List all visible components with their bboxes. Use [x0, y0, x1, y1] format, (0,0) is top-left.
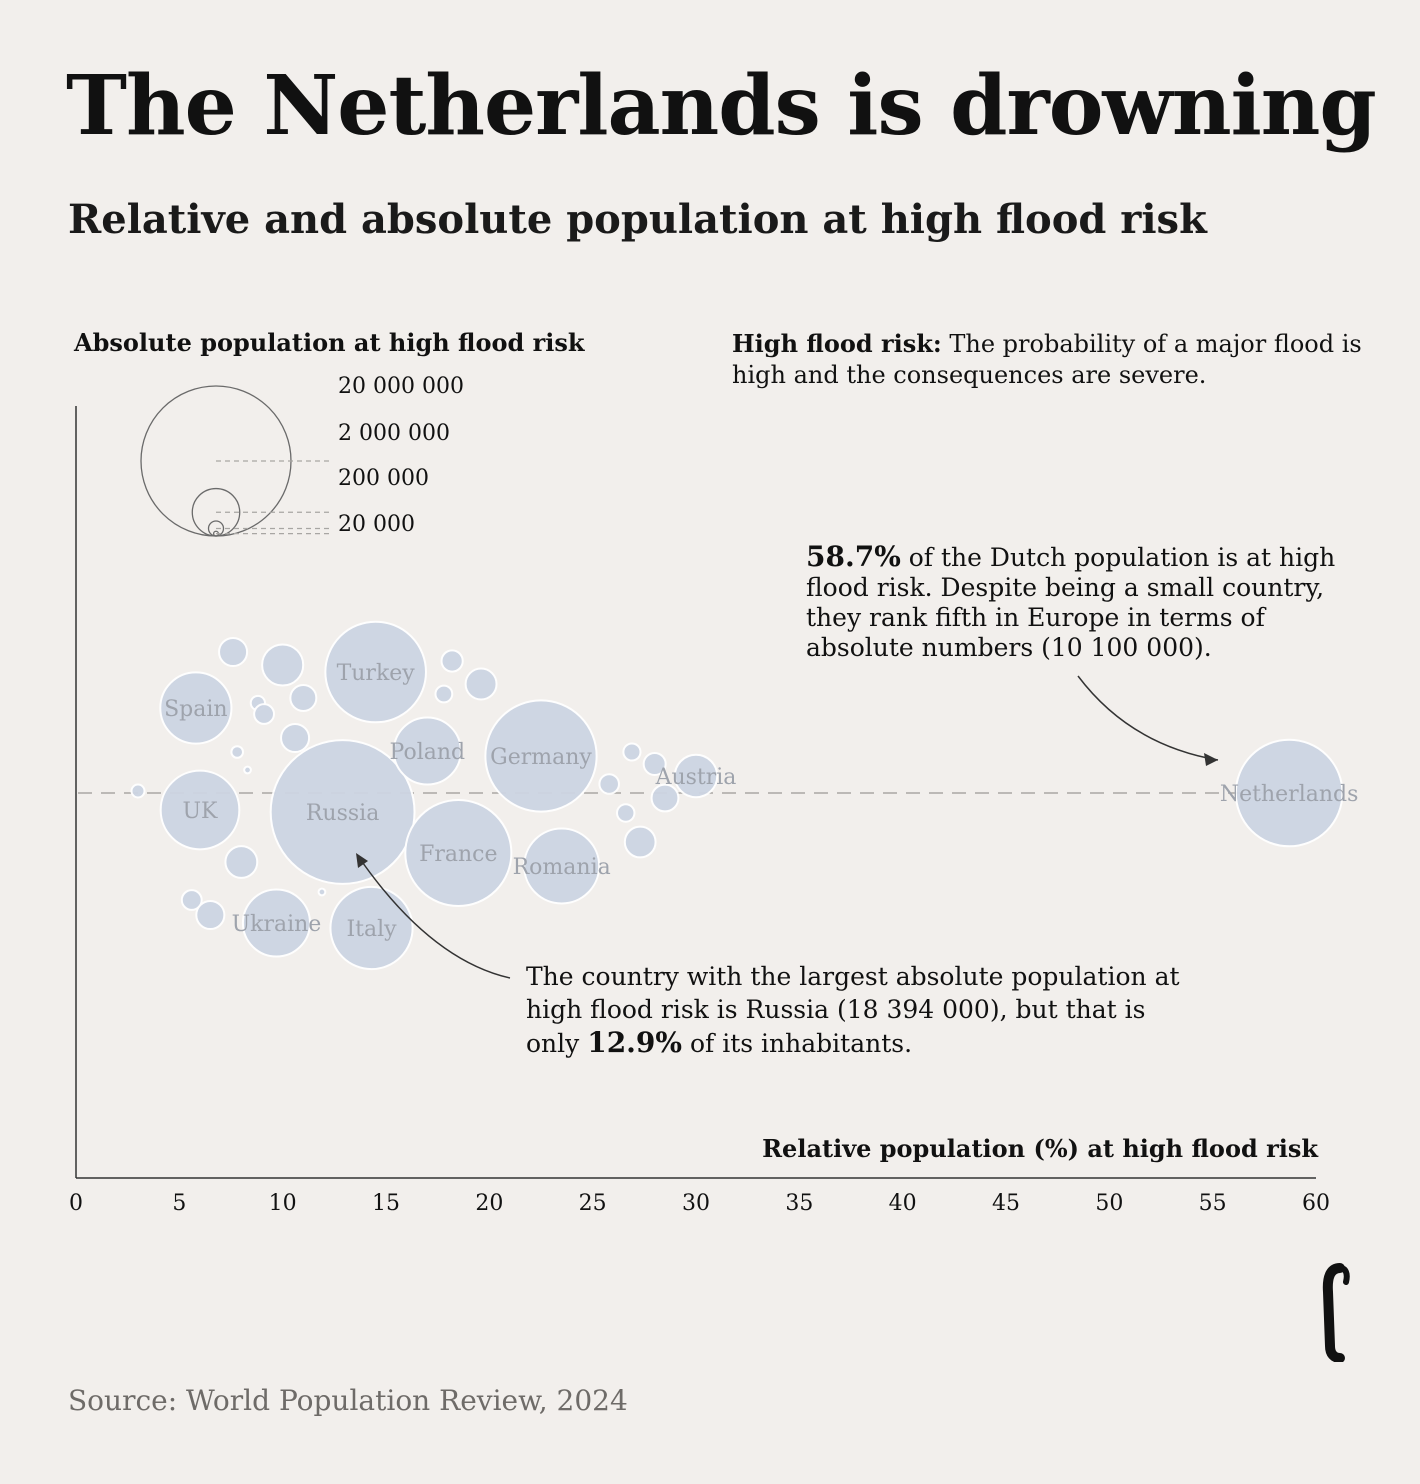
- bubble-unlabeled: [280, 722, 311, 754]
- bubble-label-france: France: [419, 842, 497, 867]
- source-note: Source: World Population Review, 2024: [68, 1384, 628, 1417]
- bubble-germany: [484, 699, 598, 813]
- legend-size-label: 2 000 000: [338, 421, 450, 446]
- bubble-unlabeled: [622, 742, 642, 762]
- bubble-unlabeled: [224, 845, 259, 879]
- x-tick-label: 5: [172, 1191, 186, 1216]
- bubble-unlabeled: [434, 684, 454, 704]
- annotation-netherlands-text: of the Dutch population is at high flood…: [806, 543, 1336, 662]
- bubble-poland: [392, 716, 462, 786]
- bubble-russia: [269, 739, 416, 885]
- annotation-russia-text-after: of its inhabitants.: [682, 1029, 913, 1058]
- legend-size-label: 200 000: [338, 466, 429, 491]
- bubble-unlabeled: [642, 752, 667, 776]
- chart-subtitle: Relative and absolute population at high…: [68, 196, 1207, 243]
- bubble-unlabeled: [616, 803, 636, 823]
- bubble-unlabeled: [650, 783, 680, 813]
- bubble-unlabeled: [253, 703, 275, 725]
- definition-term: High flood risk:: [732, 329, 942, 358]
- x-tick-label: 35: [785, 1191, 813, 1216]
- x-tick-label: 25: [579, 1191, 607, 1216]
- bubble-unlabeled: [243, 765, 252, 775]
- bubble-unlabeled: [623, 825, 657, 859]
- bubble-spain: [159, 671, 233, 745]
- bubble-unlabeled: [180, 889, 203, 911]
- x-tick-label: 45: [992, 1191, 1020, 1216]
- bubble-uk: [159, 769, 241, 851]
- bubble-unlabeled: [598, 773, 620, 795]
- bubble-unlabeled: [195, 899, 226, 931]
- x-tick-label: 30: [682, 1191, 710, 1216]
- bubble-label-romania: Romania: [513, 855, 611, 880]
- bubble-unlabeled: [289, 684, 318, 712]
- bubble-unlabeled: [230, 745, 245, 759]
- bubble-unlabeled: [317, 887, 327, 897]
- x-tick-label: 15: [372, 1191, 400, 1216]
- bubble-label-germany: Germany: [490, 745, 592, 770]
- annotation-russia-bold: 12.9%: [587, 1026, 683, 1059]
- bubbles: [130, 620, 1344, 971]
- x-tick-label: 40: [889, 1191, 917, 1216]
- x-tick-label: 60: [1302, 1191, 1330, 1216]
- bubble-label-turkey: Turkey: [337, 661, 416, 686]
- bubble-unlabeled: [440, 649, 464, 673]
- bubble-unlabeled: [130, 783, 146, 799]
- size-legend: 20 000 000 2 000 000 200 000 20 000: [140, 374, 464, 537]
- x-tick-label: 55: [1199, 1191, 1227, 1216]
- x-axis-label: Relative population (%) at high flood ri…: [762, 1134, 1319, 1163]
- bubble-label-netherlands: Netherlands: [1220, 782, 1359, 807]
- definition-note: High flood risk: The probability of a ma…: [732, 328, 1372, 391]
- bubble-label-austria: Austria: [655, 765, 737, 790]
- x-tick-label: 50: [1095, 1191, 1123, 1216]
- bubble-austria: [673, 753, 719, 799]
- bubble-netherlands: [1234, 738, 1344, 848]
- x-axis-ticks: 0 5 10 15 20 25 30 35 40 45 50 55 60: [69, 1191, 1330, 1216]
- bubble-label-uk: UK: [183, 799, 219, 824]
- legend-size-label: 20 000: [338, 512, 415, 537]
- bubble-france: [404, 798, 513, 908]
- bubble-romania: [523, 827, 601, 905]
- bubble-turkey: [324, 620, 427, 724]
- x-tick-label: 20: [475, 1191, 503, 1216]
- x-tick-label: 10: [269, 1191, 297, 1216]
- annotation-russia-text-before: The country with the largest absolute po…: [526, 962, 1180, 1058]
- annotation-russia: The country with the largest absolute po…: [526, 960, 1186, 1060]
- bubble-unlabeled: [218, 636, 249, 668]
- annotation-arrow-netherlands: [1077, 675, 1219, 766]
- x-tick-label: 0: [69, 1191, 83, 1216]
- annotation-netherlands-bold: 58.7%: [806, 540, 901, 573]
- chart-title: The Netherlands is drowning: [66, 58, 1377, 154]
- bubble-label-spain: Spain: [164, 697, 227, 722]
- legend-size-label: 20 000 000: [338, 374, 464, 399]
- definition-text: The probability of a major flood is high…: [732, 330, 1362, 389]
- bubble-label-poland: Poland: [390, 740, 466, 765]
- bubble-label-italy: Italy: [346, 917, 397, 942]
- bubble-label-ukraine: Ukraine: [232, 912, 322, 937]
- bubble-unlabeled: [261, 643, 305, 687]
- bubble-italy: [329, 885, 414, 971]
- bubble-label-russia: Russia: [306, 801, 379, 826]
- annotation-netherlands: 58.7% of the Dutch population is at high…: [806, 542, 1366, 663]
- bubble-unlabeled: [464, 667, 498, 701]
- legend-title: Absolute population at high flood risk: [74, 328, 585, 357]
- bubble-labels: Netherlands Russia Germany France Turkey Ital…: [164, 661, 1358, 942]
- bubble-ukraine: [241, 888, 312, 958]
- annotation-arrow-russia: [356, 853, 511, 979]
- logo-icon: [1318, 1262, 1352, 1366]
